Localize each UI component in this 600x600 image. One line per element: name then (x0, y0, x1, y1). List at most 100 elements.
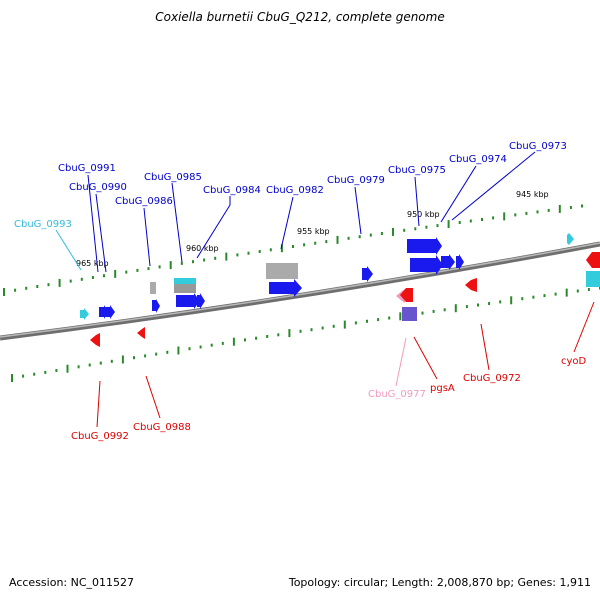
reverse-features (90, 252, 600, 347)
major-tick (565, 288, 568, 297)
gene-CbuG_0991[interactable] (105, 305, 115, 319)
misc-feature-purple[interactable] (402, 307, 417, 321)
major-tick (121, 355, 124, 364)
gene-cyoD[interactable] (586, 252, 600, 268)
gene-CbuG_0984b[interactable] (197, 293, 205, 309)
pseudogene-CbuG_0982[interactable] (266, 263, 298, 279)
minor-tick (69, 279, 72, 283)
label-CbuG_0984[interactable]: CbuG_0984 (203, 185, 261, 196)
minor-tick (314, 241, 317, 245)
minor-tick (47, 283, 50, 287)
label-CbuG_0990[interactable]: CbuG_0990 (69, 182, 127, 193)
label-CbuG_0975[interactable]: CbuG_0975 (388, 165, 446, 176)
scale-ticks-top (3, 204, 583, 296)
minor-tick (110, 359, 113, 363)
minor-tick (33, 372, 36, 376)
minor-tick (477, 303, 479, 307)
minor-tick (22, 374, 25, 378)
minor-tick (269, 248, 272, 252)
leader-CbuG_0992 (96, 380, 101, 428)
minor-tick (155, 352, 158, 356)
label-CbuG_0982[interactable]: CbuG_0982 (266, 185, 324, 196)
minor-tick (414, 227, 417, 231)
major-tick (288, 329, 291, 338)
leader-cyoD (573, 301, 595, 353)
minor-tick (88, 363, 91, 367)
major-tick (232, 337, 235, 346)
minor-tick (514, 213, 517, 217)
label-CbuG_0973[interactable]: CbuG_0973 (509, 141, 567, 152)
major-tick (66, 364, 69, 373)
label-CbuG_0979[interactable]: CbuG_0979 (327, 175, 385, 186)
minor-tick (369, 233, 372, 237)
minor-tick (55, 369, 58, 372)
major-tick (58, 278, 61, 287)
minor-tick (125, 270, 128, 274)
minor-tick (44, 370, 47, 374)
leader-CbuG_0977 (395, 337, 407, 387)
label-CbuG_0992[interactable]: CbuG_0992 (71, 431, 129, 442)
label-CbuG_0974[interactable]: CbuG_0974 (449, 154, 507, 165)
label-CbuG_0972[interactable]: CbuG_0972 (463, 373, 521, 384)
gene-CbuG_0975b[interactable] (410, 255, 443, 275)
minor-tick (488, 302, 491, 305)
minor-tick (303, 243, 306, 247)
minor-tick (144, 354, 147, 358)
gene-CbuG_0992[interactable] (90, 333, 100, 347)
minor-tick (236, 253, 239, 257)
label-CbuG_0988[interactable]: CbuG_0988 (133, 422, 191, 433)
gene-CbuG_0974[interactable] (441, 254, 455, 270)
gene-CbuG_0986[interactable] (152, 299, 160, 313)
leader-CbuG_0993 (55, 229, 82, 271)
minor-tick (36, 285, 39, 288)
minor-tick (499, 300, 502, 304)
gene-CbuG_0975[interactable] (407, 237, 442, 255)
leader-CbuG_0974 (440, 165, 477, 223)
minor-tick (199, 345, 202, 349)
gene-pgsA[interactable] (400, 288, 413, 302)
accession-text: Accession: NC_011527 (9, 576, 135, 589)
gene-CbuG_0972[interactable] (465, 278, 477, 292)
minor-tick (25, 286, 28, 290)
minor-tick (587, 288, 590, 291)
minor-tick (277, 333, 280, 337)
gene-CbuG_0993[interactable] (80, 308, 89, 320)
trna-right-edge[interactable] (567, 233, 574, 245)
minor-tick (554, 292, 557, 296)
minor-tick (192, 260, 194, 264)
trna-right-edge-2[interactable] (586, 271, 600, 287)
gene-CbuG_0984[interactable] (176, 293, 200, 309)
gene-CbuG_0979[interactable] (362, 266, 373, 282)
leader-CbuG_0990 (95, 193, 107, 273)
label-CbuG_0977[interactable]: CbuG_0977 (368, 389, 426, 400)
minor-tick (532, 295, 535, 299)
minor-tick (158, 265, 161, 269)
minor-tick (247, 251, 250, 255)
major-tick (280, 244, 283, 253)
label-leaders (55, 151, 595, 428)
label-CbuG_0986[interactable]: CbuG_0986 (115, 196, 173, 207)
major-tick (447, 220, 450, 229)
label-CbuG_0993[interactable]: CbuG_0993 (14, 219, 72, 230)
label-CbuG_0991[interactable]: CbuG_0991 (58, 163, 116, 174)
leader-CbuG_0972 (480, 323, 490, 371)
major-tick (169, 261, 172, 270)
minor-tick (325, 240, 328, 244)
label-CbuG_0985[interactable]: CbuG_0985 (144, 172, 202, 183)
trna-CbuG_0985[interactable] (174, 278, 196, 284)
minor-tick (77, 365, 80, 369)
scale-label-960: 960 kbp (186, 244, 219, 253)
minor-tick (147, 267, 150, 271)
minor-tick (403, 228, 406, 232)
label-cyoD[interactable]: cyoD (561, 356, 587, 367)
minor-tick (210, 343, 213, 347)
gene-CbuG_0988[interactable] (137, 327, 145, 339)
gene-labels: CbuG_0991 CbuG_0990 CbuG_0993 CbuG_0986 … (14, 141, 587, 442)
major-tick (336, 235, 339, 244)
gene-CbuG_0973[interactable] (456, 254, 464, 270)
gene-CbuG_0982[interactable] (269, 279, 302, 297)
label-pgsA[interactable]: pgsA (430, 383, 455, 394)
pseudogene-feature[interactable] (150, 282, 156, 294)
scale-label-945: 945 kbp (516, 190, 549, 199)
